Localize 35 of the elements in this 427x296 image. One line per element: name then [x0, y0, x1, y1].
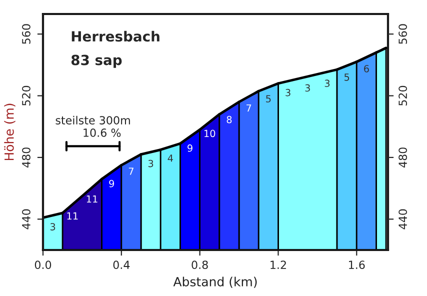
text: Herresbach — [72, 30, 160, 42]
annotation: 5 — [266, 95, 271, 102]
annotation: 3 — [324, 80, 330, 88]
annotation: 5 — [344, 74, 350, 81]
annotation: 7 — [246, 104, 252, 112]
annotation: 11 — [67, 212, 78, 220]
annotation: 3 — [50, 223, 56, 230]
annotation: steilste 300m 10.6 % — [56, 116, 130, 137]
y2-tick-label: 520 — [398, 86, 408, 106]
annotation: 3 — [286, 88, 290, 96]
annotation: 8 — [226, 116, 232, 124]
annotation: 10 — [204, 130, 216, 138]
annotation: 11 — [86, 195, 98, 203]
y-axis-title: Höhe (m) — [4, 104, 16, 160]
x-tick-label: 1.2 — [270, 260, 286, 269]
text: 83 sap — [71, 54, 122, 68]
y2-tick-label: 440 — [398, 209, 408, 230]
annotation: 3 — [148, 160, 154, 168]
annotation: 9 — [188, 144, 192, 152]
x-tick-label: 0.4 — [113, 260, 130, 270]
x-tick-label: 0.0 — [34, 260, 52, 270]
x-tick-label: 1.6 — [349, 260, 365, 270]
x-axis-title: Abstand (km) — [173, 276, 257, 288]
y-tick-label: 560 — [22, 24, 30, 44]
y-tick-label: 520 — [22, 86, 30, 106]
annotation: 4 — [168, 154, 173, 162]
y-tick-label: 440 — [22, 209, 30, 230]
annotation: 3 — [305, 84, 310, 92]
y2-tick-label: 480 — [398, 148, 408, 168]
annotation: 9 — [109, 180, 114, 188]
y2-tick-label: 560 — [398, 24, 408, 44]
annotation: 7 — [128, 168, 134, 175]
annotation: 6 — [364, 64, 369, 72]
x-tick-label: 0.8 — [192, 260, 208, 270]
y-tick-label: 480 — [22, 148, 30, 168]
